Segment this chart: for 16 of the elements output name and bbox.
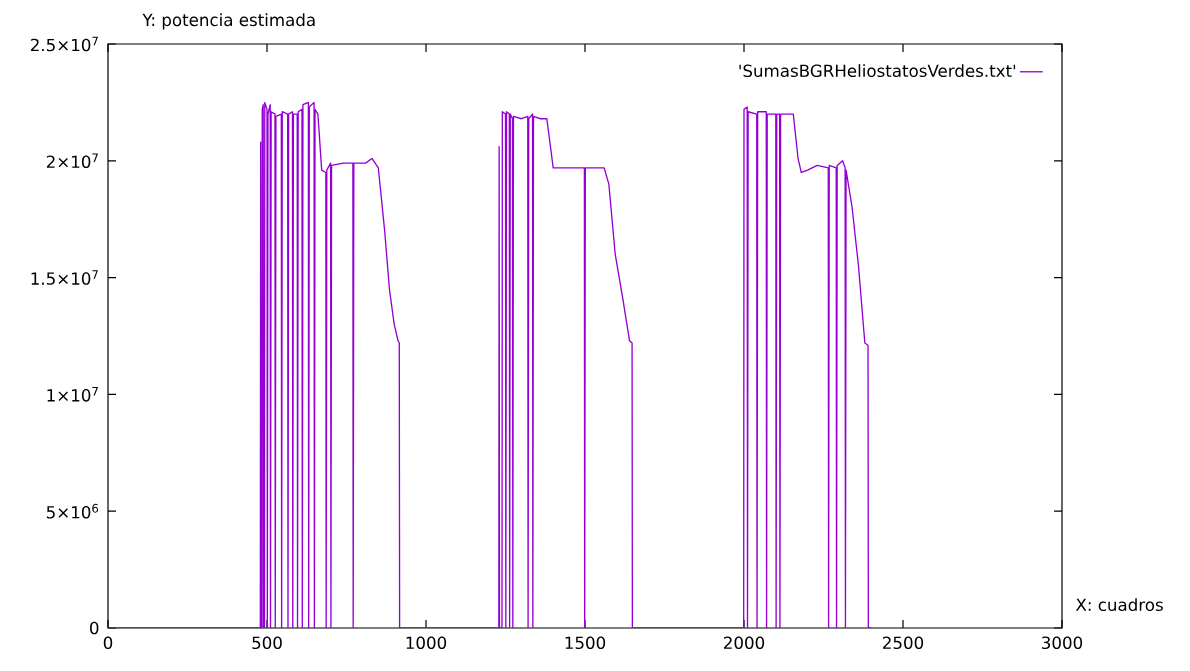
y-axis-title: Y: potencia estimada <box>142 13 315 30</box>
x-tick-label: 2000 <box>724 636 765 650</box>
x-tick-label: 3000 <box>1042 636 1083 650</box>
legend-label: 'SumasBGRHeliostatosVerdes.txt' <box>739 64 1016 78</box>
y-tick-label: 0 <box>90 621 99 635</box>
x-tick-label: 0 <box>103 636 113 650</box>
x-tick-label: 500 <box>252 636 282 650</box>
y-tick-label: 5×10$^{6}$ <box>46 503 99 519</box>
x-tick-label: 1000 <box>406 636 447 650</box>
x-tick-label: 2500 <box>883 636 924 650</box>
y-tick-label: 1×10$^{7}$ <box>47 387 98 402</box>
y-tick-label: 1.5×10$^{7}$ <box>31 270 98 285</box>
x-tick-label: 1500 <box>565 636 606 650</box>
y-tick-label: 2×10$^{7}$ <box>46 153 98 169</box>
y-tick-label: 2.5×10$^{7}$ <box>30 36 98 52</box>
x-axis-title: X: cuadros <box>1075 598 1163 612</box>
